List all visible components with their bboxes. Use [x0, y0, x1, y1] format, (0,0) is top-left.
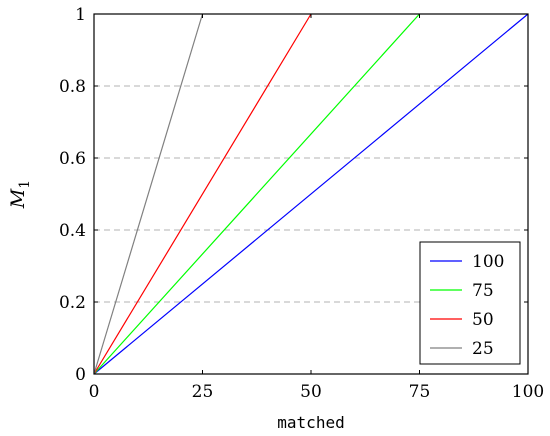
y-axis-title-main: M — [7, 188, 29, 209]
y-tick-label: 0.4 — [59, 221, 86, 241]
x-tick-label: 25 — [192, 382, 214, 402]
x-axis-title: matched — [277, 413, 344, 432]
series-lines — [93, 13, 529, 375]
x-tick-label: 100 — [512, 382, 544, 402]
series-line-50 — [93, 13, 312, 375]
y-tick-label: 0.6 — [59, 149, 86, 169]
x-tick-label: 0 — [89, 382, 100, 402]
legend-label: 100 — [472, 252, 504, 272]
y-tick-label: 0.2 — [59, 293, 86, 313]
y-tick-label: 1 — [75, 5, 86, 25]
legend-label: 50 — [472, 310, 494, 330]
y-tick-label: 0.8 — [59, 77, 86, 97]
legend-label: 75 — [472, 281, 494, 301]
y-axis-title: M1 — [7, 180, 33, 209]
series-line-75 — [93, 13, 420, 375]
series-line-25 — [93, 13, 204, 375]
series-line-100 — [93, 13, 529, 375]
y-axis-title-subscript: 1 — [17, 180, 33, 189]
legend-label: 25 — [472, 339, 494, 359]
axis-ticks: 0 25 50 75 100 0 0.2 0.4 0.6 0.8 1 — [59, 5, 544, 402]
x-tick-label: 75 — [409, 382, 431, 402]
legend: 100 75 50 25 — [419, 241, 521, 365]
legend-box — [419, 241, 521, 365]
y-tick-label: 0 — [75, 365, 86, 385]
x-tick-label: 50 — [300, 382, 322, 402]
